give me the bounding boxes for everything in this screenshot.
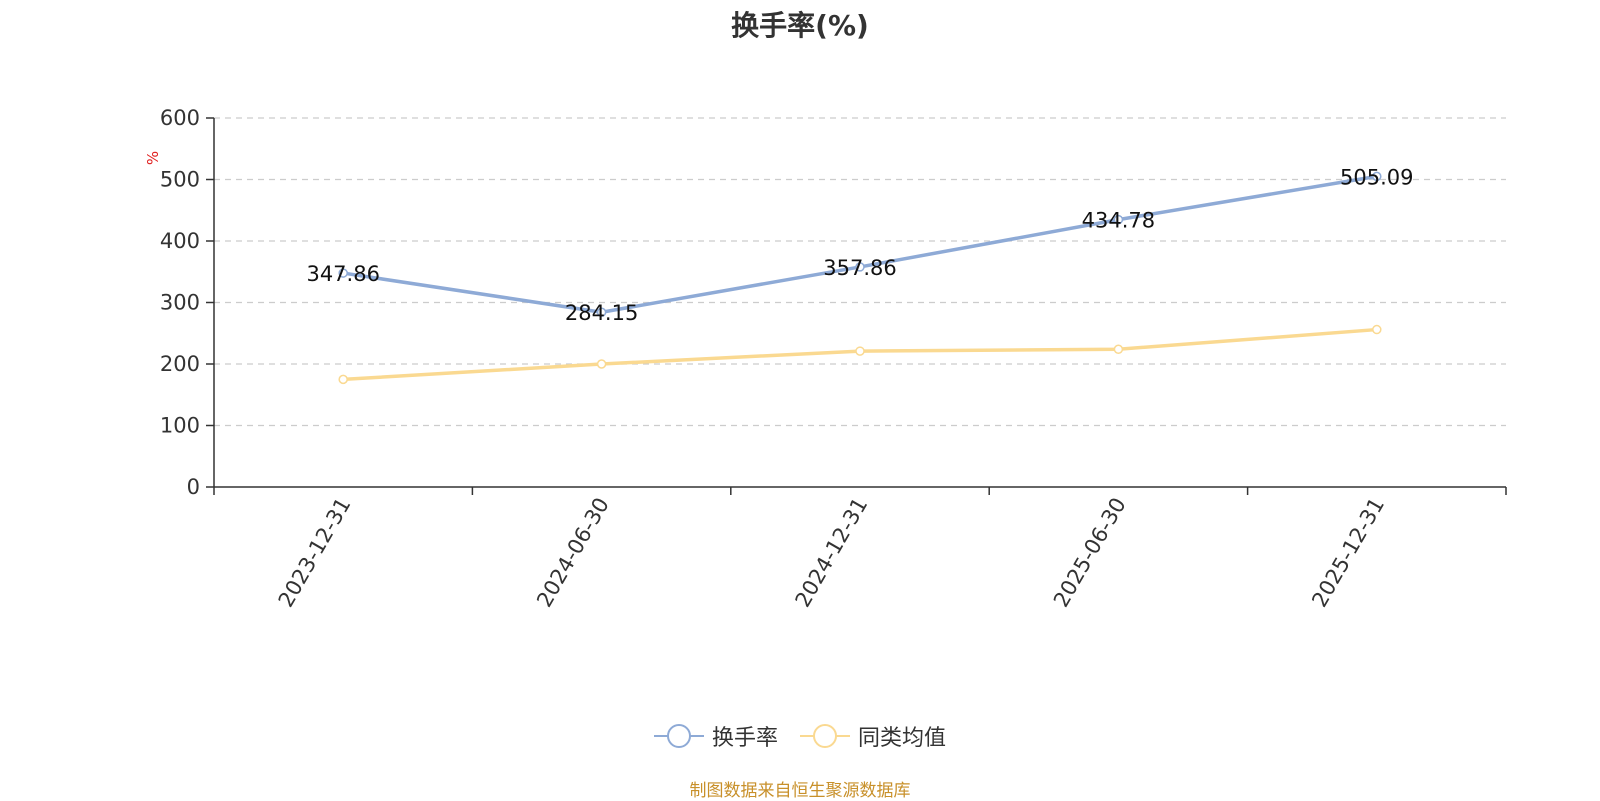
legend-item-peer-average[interactable]: 同类均值 — [800, 720, 946, 752]
x-tick-label-2: 2024-12-31 — [791, 494, 873, 612]
x-tick-label-0: 2023-12-31 — [274, 494, 356, 612]
y-tick-label-6: 600 — [160, 106, 200, 130]
series-0-point-2 — [855, 262, 865, 272]
x-tick-label-3: 2025-06-30 — [1049, 494, 1131, 612]
data-label-3: 434.78 — [1082, 209, 1155, 233]
series-1-point-1 — [596, 359, 607, 369]
y-axis-unit-label: % — [144, 151, 162, 165]
axes: % 0 100 200 300 400 500 600 2023-12-31 2024-06-3… — [144, 106, 1507, 612]
data-label-4: 505.09 — [1340, 165, 1413, 189]
series-0-point-3 — [1113, 214, 1124, 225]
legend-label-peer-average: 同类均值 — [858, 726, 947, 751]
data-label-1: 284.15 — [565, 301, 638, 325]
data-label-2: 357.86 — [823, 256, 896, 280]
y-tick-label-1: 100 — [160, 414, 200, 438]
series-0-point-1 — [596, 307, 607, 317]
legend-peer-average-marker-icon — [800, 724, 850, 748]
chart-title: 换手率(%) — [731, 9, 869, 42]
x-tick-label-4: 2025-12-31 — [1307, 494, 1389, 612]
data-label-0: 347.86 — [306, 262, 379, 286]
legend-turnover-marker-icon — [653, 724, 704, 748]
legend-label-turnover: 换手率 — [711, 726, 778, 751]
y-tick-label-4: 400 — [160, 229, 200, 253]
legend: 换手率 同类均值 — [0, 720, 1600, 752]
series-1-point-2 — [855, 346, 865, 356]
y-tick-label-2: 200 — [160, 352, 200, 376]
series-0-point-4 — [1372, 171, 1382, 182]
series-1-point-0 — [338, 374, 348, 385]
series-1-point-4 — [1372, 324, 1382, 335]
y-tick-label-5: 500 — [160, 168, 200, 192]
y-tick-label-0: 0 — [187, 475, 200, 499]
data-labels: 347.86 284.15 357.86 434.78 505.09 — [306, 165, 1413, 325]
legend-item-turnover[interactable]: 换手率 — [653, 720, 778, 752]
series-line-0 — [342, 174, 1378, 314]
y-tick-label-3: 300 — [160, 291, 200, 315]
series-1-point-3 — [1113, 344, 1124, 354]
x-tick-label-1: 2024-06-30 — [532, 494, 614, 612]
series — [338, 171, 1382, 385]
source-note: 制图数据来自恒生聚源数据库 — [689, 781, 911, 801]
series-0-point-0 — [338, 268, 348, 278]
